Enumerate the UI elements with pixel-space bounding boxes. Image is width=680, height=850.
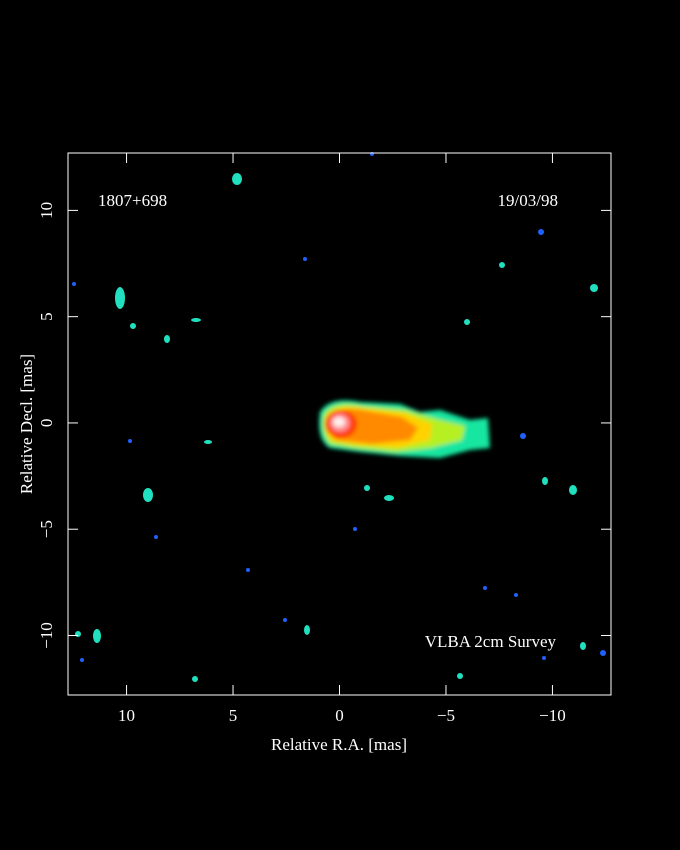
survey-credit: VLBA 2cm Survey (425, 632, 557, 651)
y-tick-label: 5 (37, 312, 56, 321)
y-tick-label: −10 (37, 622, 56, 649)
x-axis-label: Relative R.A. [mas] (271, 735, 407, 754)
x-tick-label: −5 (437, 706, 455, 725)
x-tick-label: 0 (335, 706, 344, 725)
x-tick-label: 10 (118, 706, 135, 725)
y-tick-label: 10 (37, 202, 56, 219)
radio-image (72, 152, 606, 682)
source-name: 1807+698 (98, 191, 167, 210)
x-tick-label: −10 (539, 706, 566, 725)
y-axis-label: Relative Decl. [mas] (17, 354, 36, 494)
x-tick-label: 5 (229, 706, 238, 725)
observation-date: 19/03/98 (498, 191, 558, 210)
y-tick-label: 0 (37, 419, 56, 428)
y-tick-label: −5 (37, 520, 56, 538)
